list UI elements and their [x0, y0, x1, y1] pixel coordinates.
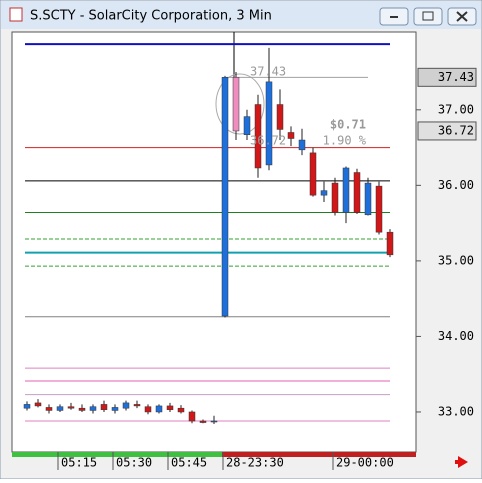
y-tick-label: 35.00	[438, 253, 474, 267]
candle-body	[353, 172, 361, 213]
candle-body	[386, 231, 394, 256]
candle-body	[298, 139, 306, 151]
candle-body	[188, 411, 196, 422]
session-bar	[12, 452, 222, 457]
candle-body	[375, 185, 383, 233]
candle-body	[34, 402, 42, 407]
x-tick-label: 05:30	[116, 456, 152, 470]
plot-content: 33.00 34.00 35.00 36.00 37.00 05:15 05:30 05:45…	[23, 43, 477, 470]
close-icon	[456, 11, 468, 22]
candle-body	[111, 407, 119, 411]
price-marker	[417, 67, 477, 87]
candle-body	[309, 152, 317, 196]
candle-body	[155, 405, 163, 413]
y-tick-label: 34.00	[438, 329, 474, 343]
scroll-arrow[interactable]	[455, 456, 468, 468]
price-marker-label: 36.72	[438, 123, 474, 137]
candle-body	[221, 77, 229, 317]
candle-body	[133, 404, 141, 407]
candle-body	[254, 104, 262, 169]
plot-area	[11, 31, 417, 453]
annotation: 36.72	[250, 134, 286, 148]
candle-body	[287, 132, 295, 139]
candle-body	[342, 167, 350, 213]
annotation: 1.90 %	[323, 134, 367, 148]
annotation: 37.43	[250, 65, 286, 79]
minimize-icon	[390, 16, 398, 18]
candle-body	[23, 404, 31, 409]
candle-body	[100, 404, 108, 410]
session-bar	[222, 452, 416, 457]
candle-body	[45, 407, 53, 411]
restore-button[interactable]	[413, 7, 443, 26]
candle-body	[199, 420, 207, 423]
candle-body	[122, 402, 130, 409]
candle-body	[78, 407, 86, 411]
candle-body	[276, 104, 284, 130]
candle-body	[144, 406, 152, 413]
candle-body	[331, 182, 339, 213]
candle-body	[89, 406, 97, 411]
y-tick-label: 36.00	[438, 178, 474, 192]
candle-body	[364, 182, 372, 216]
x-tick-label: 05:45	[171, 456, 207, 470]
candle-body	[210, 420, 218, 423]
candle-body	[67, 406, 75, 409]
candle-body	[232, 77, 240, 132]
candle-body	[320, 190, 328, 196]
price-marker-label: 37.43	[438, 70, 474, 84]
restore-icon	[422, 11, 434, 21]
x-tick-label: 05:15	[61, 456, 97, 470]
candle-body	[56, 406, 64, 411]
x-tick-label: 29-00:00	[336, 456, 394, 470]
x-tick-label: 28-23:30	[226, 456, 284, 470]
annotation: $0.71	[330, 118, 366, 132]
candle-body	[265, 81, 273, 166]
candle-body	[243, 116, 251, 135]
window-title: S.SCTY - SolarCity Corporation, 3 Min	[30, 9, 272, 24]
app-icon	[9, 7, 23, 22]
price-marker	[417, 121, 477, 141]
candle-body	[166, 405, 174, 410]
candle-body	[177, 407, 185, 413]
y-tick-label: 33.00	[438, 404, 474, 418]
y-tick-label: 37.00	[438, 102, 474, 116]
selection-circle	[215, 73, 265, 135]
